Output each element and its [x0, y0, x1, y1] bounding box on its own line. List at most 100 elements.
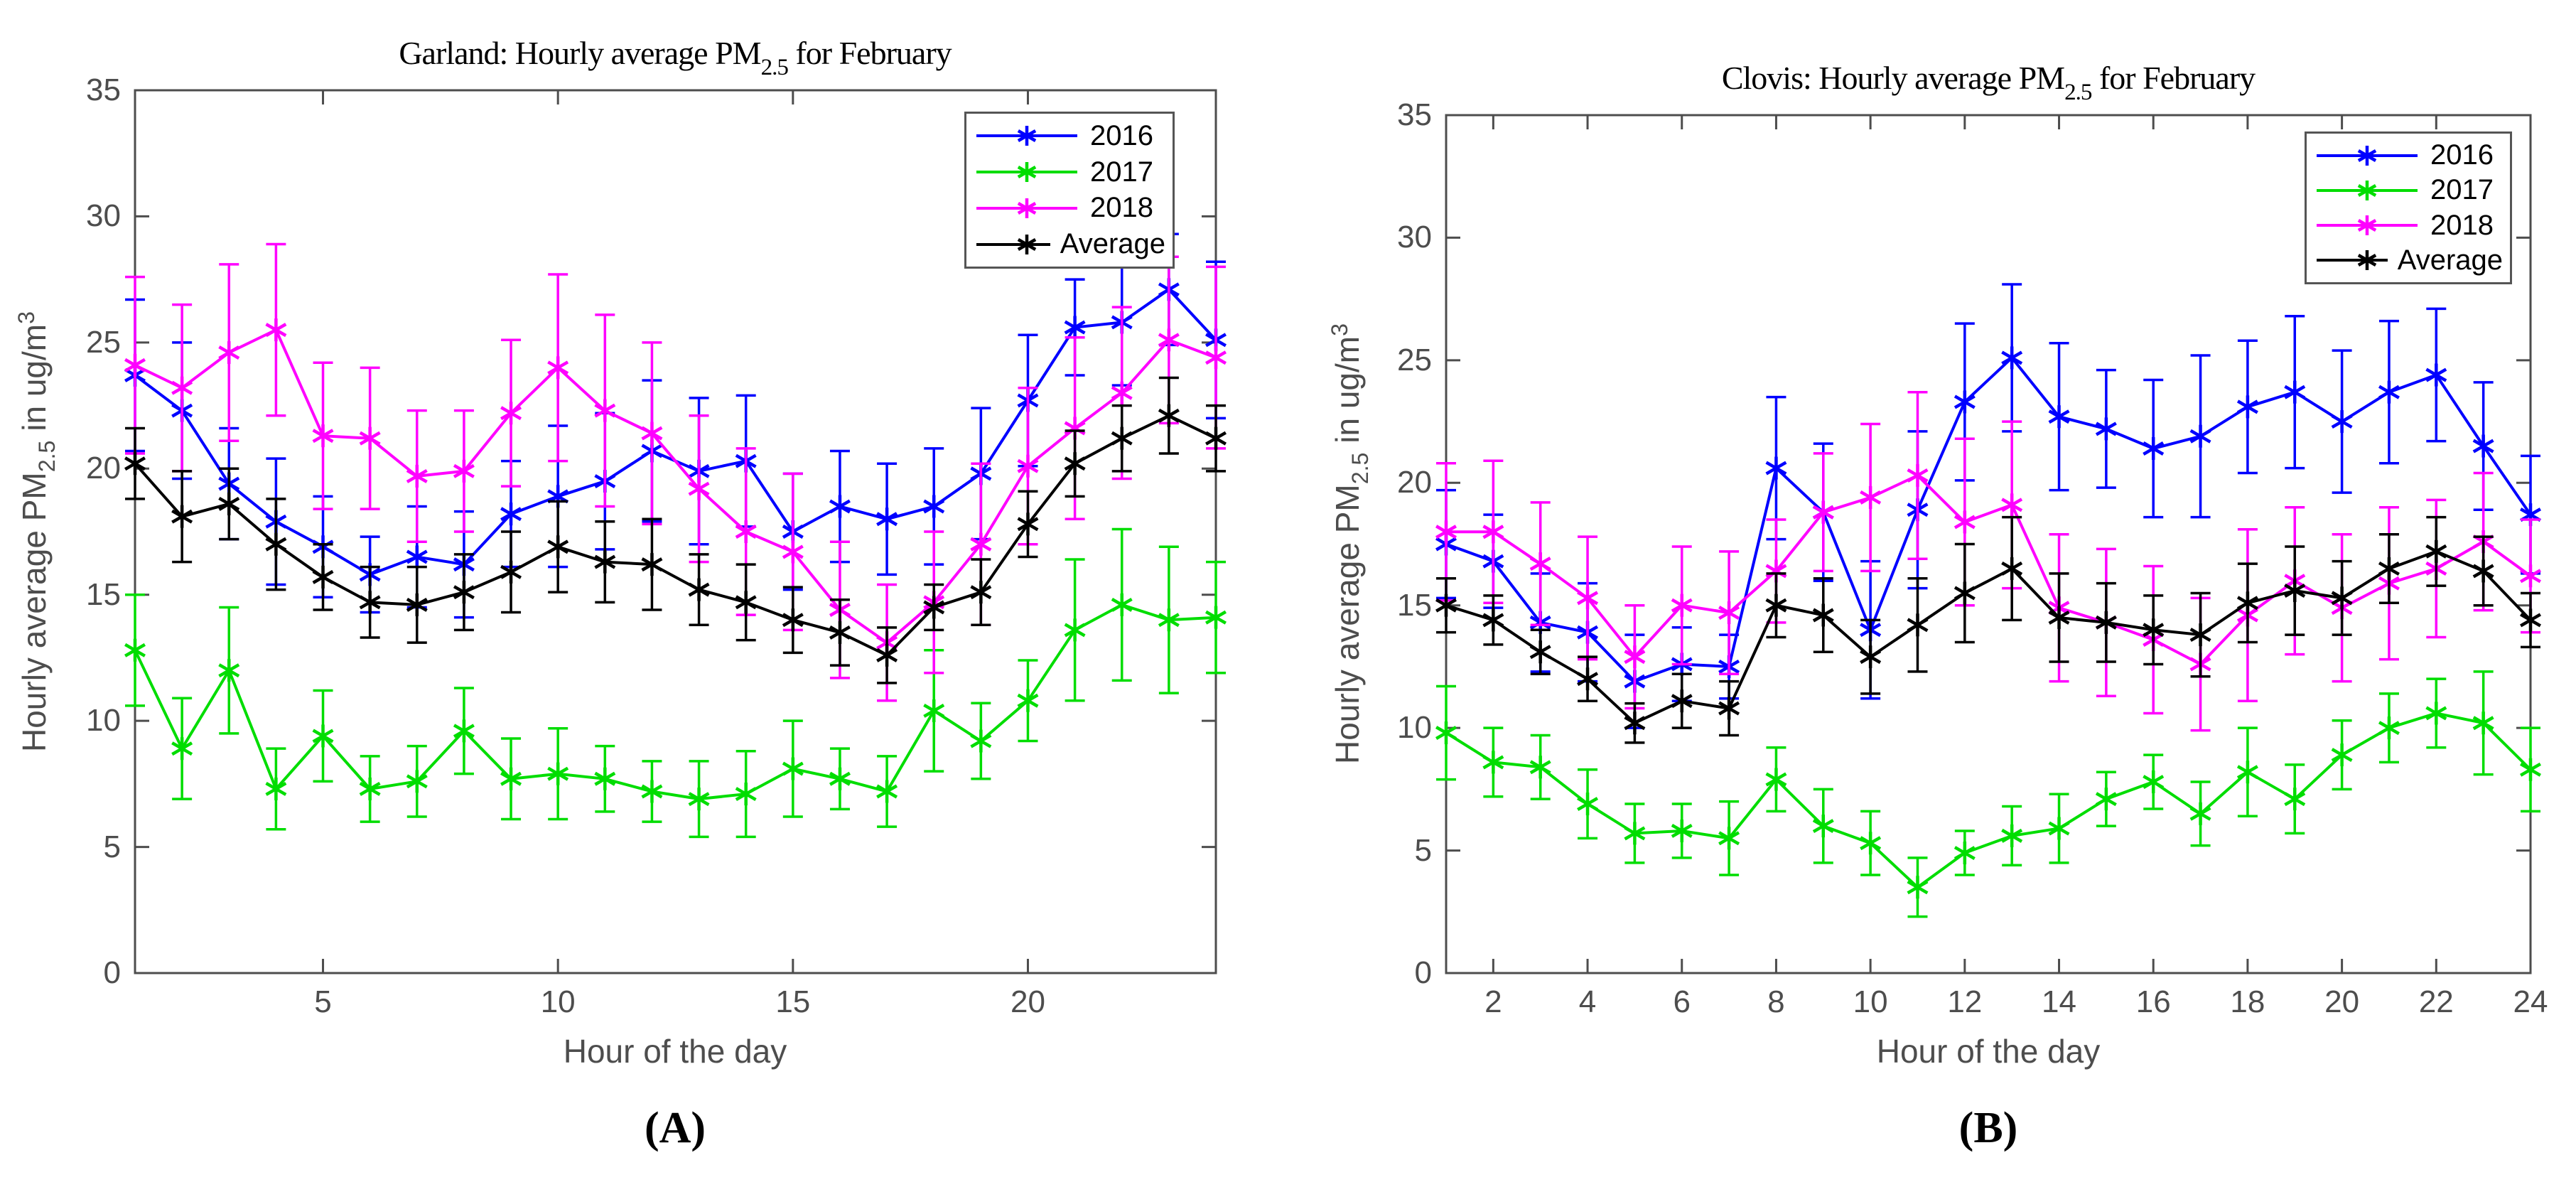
marker-stroke	[1064, 623, 1086, 638]
data-point-marker	[1158, 404, 1180, 427]
marker-stroke	[1017, 517, 1039, 532]
data-point-marker	[688, 477, 710, 500]
data-point-marker	[453, 719, 475, 743]
data-point-marker	[2284, 788, 2306, 811]
marker-stroke	[2189, 429, 2211, 444]
y-axis-label-garland: Hourly average PM2.5 in ug/m3	[14, 311, 60, 752]
data-point-marker	[1435, 594, 1457, 617]
data-point-marker	[453, 581, 475, 604]
data-point-marker	[312, 724, 334, 748]
ylabel-subscript: 2.5	[1347, 452, 1373, 485]
marker-stroke	[406, 774, 428, 789]
marker-stroke	[782, 544, 804, 559]
data-point-marker	[1765, 456, 1787, 480]
data-point-marker	[1482, 608, 1504, 632]
marker-stroke	[970, 734, 992, 748]
data-point-marker	[406, 545, 428, 569]
data-point-marker	[1205, 606, 1227, 629]
series-2017	[1435, 670, 2541, 918]
x-tick-label-14: 14	[2042, 984, 2076, 1019]
y-tick-label-15: 15	[1397, 587, 1432, 623]
legend-label-2016: 2016	[2430, 139, 2494, 171]
marker-stroke	[1435, 525, 1457, 539]
legend-label-2018: 2018	[1090, 192, 1153, 224]
marker-stroke	[688, 582, 710, 597]
data-point-marker	[1860, 832, 1882, 855]
data-point-marker	[1577, 586, 1599, 610]
marker-stroke	[782, 761, 804, 776]
marker-stroke	[1624, 716, 1646, 731]
marker-stroke	[312, 729, 334, 743]
legend-item-2016: 2016	[974, 118, 1165, 154]
data-point-marker	[1529, 640, 1551, 664]
series-line	[1445, 355, 2532, 683]
marker-stroke	[2425, 367, 2447, 382]
marker-stroke	[500, 507, 522, 522]
marker-stroke	[2001, 562, 2023, 576]
x-tick-label-18: 18	[2230, 984, 2265, 1019]
data-point-marker	[1064, 618, 1086, 642]
data-point-marker	[500, 503, 522, 526]
data-point-marker	[1482, 751, 1504, 774]
marker-stroke	[1111, 385, 1133, 400]
data-point-marker	[547, 535, 569, 559]
series-2017	[124, 527, 1227, 839]
x-tick-label-6: 6	[1673, 984, 1691, 1019]
marker-stroke	[688, 792, 710, 807]
data-point-marker	[2378, 380, 2400, 404]
data-point-marker	[594, 550, 616, 574]
y-tick-label-5: 5	[103, 829, 121, 864]
data-point-marker	[2143, 437, 2165, 461]
marker-stroke	[547, 539, 569, 554]
data-point-marker	[1718, 601, 1740, 625]
data-point-marker	[641, 421, 663, 445]
x-tick-label-20: 20	[1010, 984, 1045, 1019]
legend-clovis: 2016 2017 2018 Average	[2305, 131, 2512, 284]
legend-marker-stroke	[1017, 201, 1037, 215]
marker-stroke	[2472, 564, 2494, 579]
legend-marker-2018	[2317, 215, 2418, 236]
marker-stroke	[1624, 650, 1646, 665]
data-point-marker	[2472, 434, 2494, 458]
marker-stroke	[2284, 792, 2306, 807]
marker-stroke	[1205, 350, 1227, 365]
panel-tag-b: (B)	[1958, 1104, 2018, 1152]
y-tick-label-35: 35	[1397, 97, 1432, 132]
legend-item-2017: 2017	[2314, 173, 2503, 208]
marker-stroke	[2001, 350, 2023, 365]
series-average	[1435, 515, 2541, 744]
marker-stroke	[547, 766, 569, 781]
ylabel-mid: in ug/m	[1329, 335, 1367, 453]
x-tick-label-12: 12	[1947, 984, 1983, 1019]
marker-stroke	[1671, 598, 1693, 613]
x-tick-label-10: 10	[540, 984, 576, 1019]
data-point-marker	[1529, 756, 1551, 779]
marker-stroke	[1718, 831, 1740, 846]
marker-stroke	[970, 585, 992, 600]
data-point-marker	[1718, 697, 1740, 720]
marker-stroke	[1577, 797, 1599, 811]
legend-marker-stroke	[2357, 219, 2377, 232]
marker-stroke	[829, 771, 851, 786]
marker-stroke	[1482, 525, 1504, 539]
data-point-marker	[1907, 876, 1929, 899]
data-point-marker	[1953, 581, 1976, 605]
marker-stroke	[359, 431, 381, 446]
data-point-marker	[1064, 452, 1086, 476]
data-point-marker	[453, 459, 475, 483]
marker-stroke	[2189, 628, 2211, 643]
data-point-marker	[923, 699, 945, 722]
legend-marker-2017	[2317, 180, 2418, 200]
x-tick-label-10: 10	[1853, 984, 1888, 1019]
data-point-marker	[2284, 380, 2306, 404]
x-tick-label-22: 22	[2418, 984, 2454, 1019]
title-text: Clovis: Hourly average PM	[1721, 60, 2065, 96]
marker-stroke	[2048, 611, 2070, 625]
marker-stroke	[2472, 439, 2494, 453]
data-point-marker	[1482, 520, 1504, 544]
marker-stroke	[1482, 613, 1504, 628]
marker-stroke	[876, 512, 898, 527]
legend-item-average: Average	[2314, 243, 2503, 278]
